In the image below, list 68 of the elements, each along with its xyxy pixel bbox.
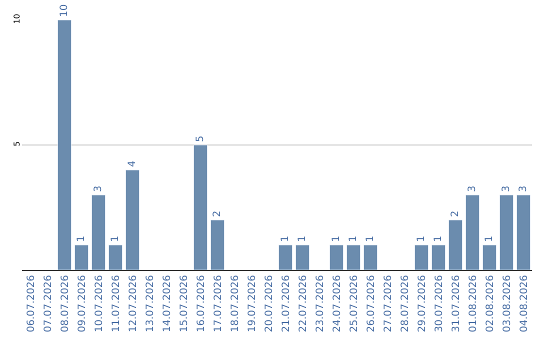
bar xyxy=(74,244,89,270)
x-tick-label: 08.07.2026 xyxy=(60,275,71,332)
x-tick-label: 14.07.2026 xyxy=(162,275,173,332)
bar xyxy=(57,20,72,270)
bar xyxy=(431,244,446,270)
x-tick-label: 30.07.2026 xyxy=(434,275,445,332)
x-tick-label: 19.07.2026 xyxy=(246,275,258,332)
data-label: 1 xyxy=(433,236,444,242)
bar xyxy=(346,244,361,270)
data-label: 1 xyxy=(416,236,427,242)
x-tick-label: 12.07.2026 xyxy=(128,275,139,332)
data-label: 1 xyxy=(297,236,308,242)
x-tick-label: 29.07.2026 xyxy=(416,275,428,332)
data-label: 4 xyxy=(127,160,138,167)
bar xyxy=(363,244,378,270)
x-tick-label: 25.07.2026 xyxy=(348,275,360,332)
bar xyxy=(499,194,514,270)
x-tick-label: 03.08.2026 xyxy=(502,275,513,332)
x-tick-label: 02.08.2026 xyxy=(484,275,496,332)
data-label: 1 xyxy=(280,236,291,242)
data-label: 3 xyxy=(501,186,512,192)
bar xyxy=(91,194,106,270)
x-tick-label: 16.07.2026 xyxy=(196,275,207,332)
data-label: 2 xyxy=(212,210,223,217)
x-tick-label: 27.07.2026 xyxy=(382,275,394,332)
bar xyxy=(278,244,293,270)
data-label: 1 xyxy=(331,236,342,242)
bar xyxy=(295,244,310,270)
data-label: 3 xyxy=(467,186,478,192)
data-label: 10 xyxy=(59,4,70,17)
x-tick-label: 04.08.2026 xyxy=(518,275,530,332)
data-label: 3 xyxy=(518,186,529,192)
x-tick-label: 17.07.2026 xyxy=(212,275,224,332)
data-label: 2 xyxy=(450,210,461,217)
bar xyxy=(108,244,123,270)
data-label: 3 xyxy=(93,186,104,192)
bar xyxy=(193,144,208,270)
x-tick-label: 09.07.2026 xyxy=(76,275,88,332)
data-label: 1 xyxy=(110,236,121,242)
bar xyxy=(465,194,480,270)
bar xyxy=(125,170,140,270)
data-label: 1 xyxy=(76,236,87,242)
data-label: 1 xyxy=(365,236,376,242)
bar xyxy=(448,220,463,270)
x-tick-label: 31.07.2026 xyxy=(450,275,462,332)
x-tick-label: 06.07.2026 xyxy=(26,275,37,332)
bar xyxy=(329,244,344,270)
data-label: 1 xyxy=(348,236,359,242)
x-tick-label: 26.07.2026 xyxy=(366,275,377,332)
bar xyxy=(516,194,531,270)
x-tick-label: 20.07.2026 xyxy=(264,275,275,332)
x-tick-label: 18.07.2026 xyxy=(230,275,241,332)
x-tick-label: 07.07.2026 xyxy=(42,275,54,332)
data-label: 1 xyxy=(484,236,495,242)
data-label: 5 xyxy=(195,136,206,142)
bar xyxy=(210,220,225,270)
bar xyxy=(414,244,429,270)
x-tick-label: 10.07.2026 xyxy=(94,275,105,332)
x-tick-label: 13.07.2026 xyxy=(144,275,156,332)
x-tick-label: 11.07.2026 xyxy=(110,275,122,332)
x-tick-label: 24.07.2026 xyxy=(332,275,343,332)
x-tick-label: 22.07.2026 xyxy=(298,275,309,332)
x-tick-label: 28.07.2026 xyxy=(400,275,411,332)
bar xyxy=(482,244,497,270)
x-tick-label: 01.08.2026 xyxy=(468,275,479,332)
x-tick-label: 23.07.2026 xyxy=(314,275,326,332)
x-tick-label: 15.07.2026 xyxy=(178,275,190,332)
x-tick-label: 21.07.2026 xyxy=(280,275,292,332)
